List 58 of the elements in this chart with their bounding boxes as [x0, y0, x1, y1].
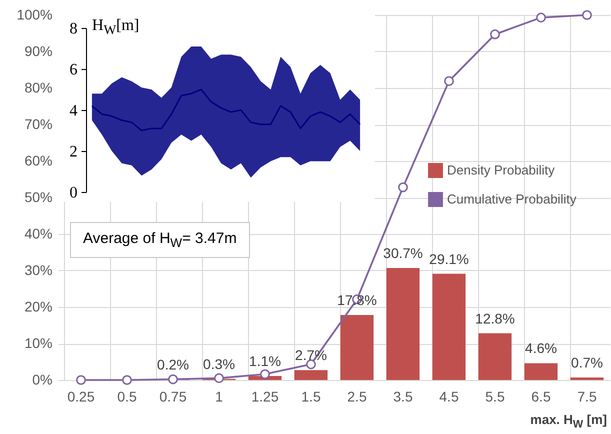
data-label: 29.1%: [429, 250, 469, 267]
annotation: Average of H$_{W}$= 3.47m: [70, 222, 250, 258]
y-tick-label: 2: [70, 144, 78, 160]
y-tick-label: 80%: [24, 80, 52, 96]
data-label: 0.2%: [157, 356, 189, 372]
bar: [294, 370, 328, 380]
y-tick-label: 40%: [24, 226, 52, 242]
x-tick-label: 4.5: [439, 388, 459, 404]
data-label: 30.7%: [383, 244, 423, 261]
bar: [570, 377, 604, 380]
x-tick-label: 0.25: [67, 388, 95, 404]
data-label: 12.8%: [475, 310, 515, 326]
x-axis-title: max. H$_{W}$ [m]: [530, 412, 607, 431]
x-tick-label: 2.5: [347, 388, 367, 404]
point: [536, 12, 546, 22]
y-tick-label: 8: [70, 20, 78, 38]
x-tick-label: 6.5: [531, 388, 551, 404]
data-label: 1.1%: [249, 352, 281, 369]
data-label: 0.7%: [571, 354, 603, 370]
legend-label: Cumulative Probability: [447, 192, 577, 206]
bar: [386, 268, 420, 380]
bar: [340, 315, 374, 380]
y-tick-label: 0: [70, 184, 78, 202]
point: [582, 10, 592, 20]
point: [398, 182, 408, 192]
x-tick-label: 7.5: [577, 388, 597, 404]
y-axis-title: H$_{W}$[m]: [92, 17, 140, 38]
legend-label: Density Probability: [447, 162, 556, 178]
bar: [432, 274, 466, 380]
x-tick-label: 0.5: [117, 388, 137, 404]
point: [260, 369, 270, 380]
y-tick-label: 4: [70, 102, 78, 120]
x-tick-label: 0.75: [159, 388, 187, 404]
y-tick-label: 10%: [24, 335, 52, 351]
y-tick-label: 100%: [16, 6, 52, 22]
bar: [524, 363, 558, 380]
x-tick-label: 1.25: [251, 388, 279, 404]
y-tick-label: 20%: [24, 298, 52, 314]
y-tick-label: 60%: [24, 152, 52, 168]
point: [444, 76, 454, 86]
y-tick-label: 30%: [24, 262, 52, 278]
x-tick-label: 1: [215, 388, 224, 404]
point: [214, 373, 224, 384]
x-tick-label: 5.5: [485, 388, 505, 404]
point: [122, 375, 132, 385]
y-tick-label: 6: [70, 62, 78, 78]
point: [76, 375, 86, 385]
y-tick-label: 70%: [24, 116, 52, 132]
data-label: 0.3%: [203, 356, 235, 372]
x-tick-label: 1.5: [301, 388, 321, 404]
y-tick-label: 90%: [24, 43, 52, 59]
data-label: 4.6%: [525, 340, 557, 356]
y-tick-label: 50%: [24, 189, 52, 205]
point: [168, 374, 178, 384]
y-tick-label: 0%: [32, 372, 52, 388]
x-tick-label: 3.5: [393, 388, 413, 404]
bar: [478, 333, 512, 380]
point: [490, 29, 500, 40]
